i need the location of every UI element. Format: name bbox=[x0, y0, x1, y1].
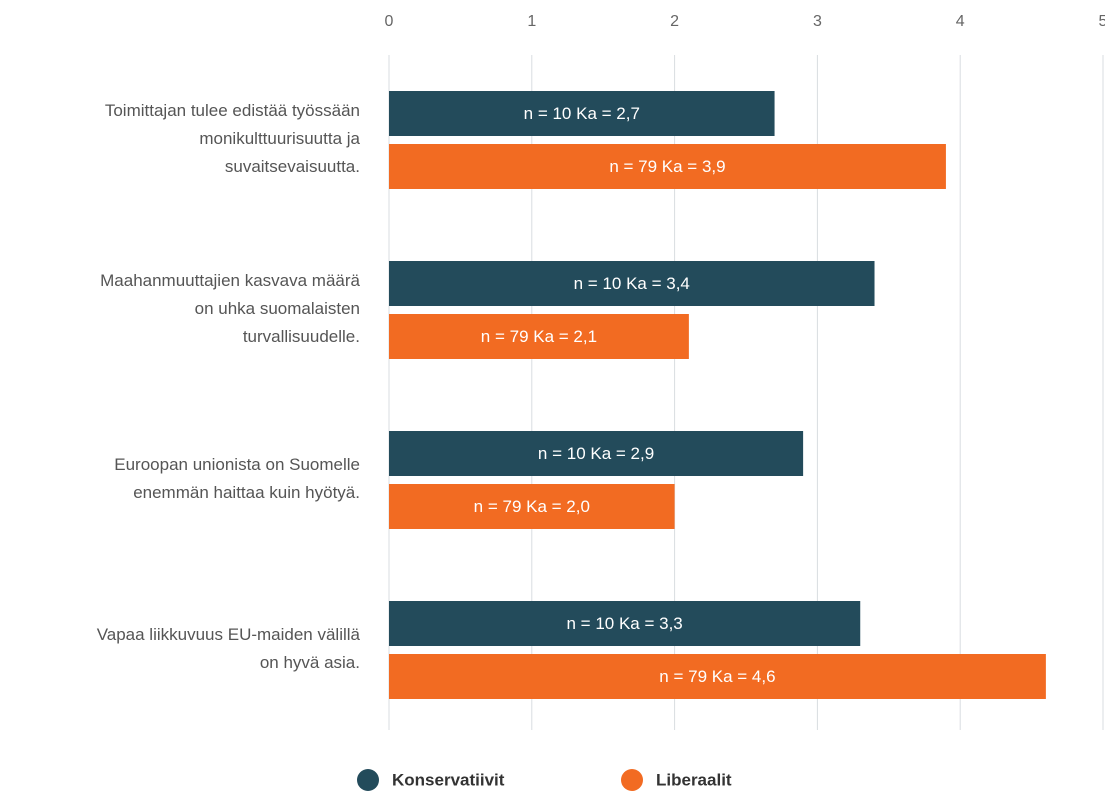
value-label: n = 79 Ka = 2,1 bbox=[481, 327, 597, 346]
bar bbox=[389, 144, 946, 189]
value-label: n = 79 Ka = 2,0 bbox=[474, 497, 590, 516]
bar bbox=[389, 261, 875, 306]
bar bbox=[389, 654, 1046, 699]
legend-label: Liberaalit bbox=[656, 770, 732, 789]
value-label: n = 10 Ka = 3,4 bbox=[574, 274, 690, 293]
legend-marker bbox=[357, 769, 379, 791]
bar bbox=[389, 91, 775, 136]
legend-marker bbox=[621, 769, 643, 791]
value-label: n = 10 Ka = 2,7 bbox=[524, 104, 640, 123]
bar bbox=[389, 484, 675, 529]
legend-label: Konservatiivit bbox=[392, 770, 505, 789]
x-tick-label: 5 bbox=[1099, 13, 1105, 30]
value-label: n = 79 Ka = 3,9 bbox=[609, 157, 725, 176]
category-label: Maahanmuuttajien kasvava määrä on uhka su… bbox=[100, 271, 360, 346]
category-label: Toimittajan tulee edistää työssään moniku… bbox=[105, 101, 361, 176]
x-tick-label: 2 bbox=[670, 13, 679, 30]
category-label: Vapaa liikkuvuus EU-maiden välillä on hyv… bbox=[97, 625, 361, 672]
value-label: n = 79 Ka = 4,6 bbox=[659, 667, 775, 686]
x-tick-label: 0 bbox=[385, 13, 394, 30]
bar bbox=[389, 601, 861, 646]
category-label: Euroopan unionista on Suomelle enemmän ha… bbox=[114, 455, 360, 502]
value-label: n = 10 Ka = 3,3 bbox=[566, 614, 682, 633]
bar bbox=[389, 431, 804, 476]
bar bbox=[389, 314, 689, 359]
x-tick-label: 3 bbox=[813, 13, 822, 30]
x-tick-label: 4 bbox=[956, 13, 965, 30]
value-label: n = 10 Ka = 2,9 bbox=[538, 444, 654, 463]
x-tick-label: 1 bbox=[527, 13, 536, 30]
